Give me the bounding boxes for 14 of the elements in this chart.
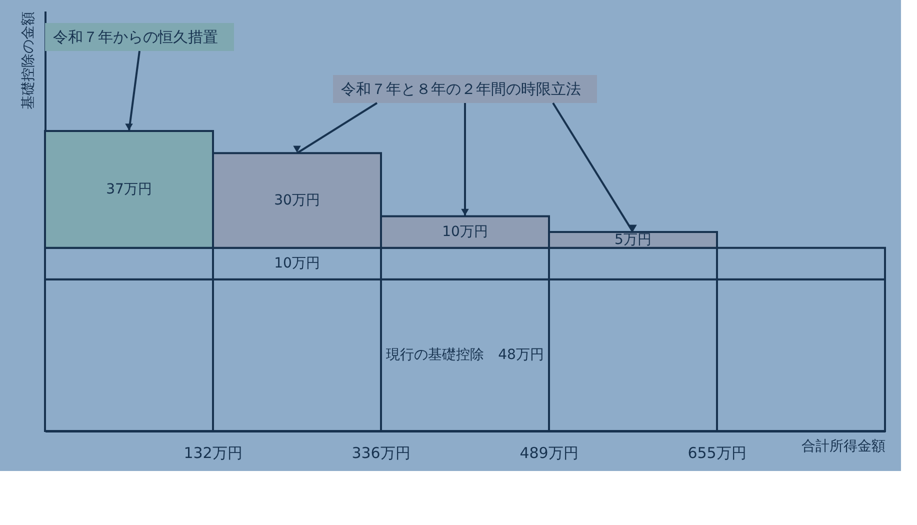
text: 令和７年からの恒久措置 (53, 28, 218, 46)
data-label: 10万円 (274, 256, 320, 272)
text: 336万円 (352, 444, 410, 462)
text: 132万円 (184, 444, 242, 462)
data-label: 10万円 (442, 224, 488, 240)
x-axis-title: 合計所得金額 (802, 438, 886, 454)
text: 令和７年と８年の２年間の時限立法 (341, 80, 581, 98)
data-label: 5万円 (614, 232, 652, 248)
data-label: 37万円 (106, 181, 152, 198)
text: 655万円 (688, 444, 746, 462)
data-label: 30万円 (274, 192, 320, 208)
data-label: 現行の基礎控除 48万円 (386, 347, 544, 364)
text: 489万円 (520, 444, 578, 462)
y-axis-title: 基礎控除の金額 (20, 12, 36, 110)
